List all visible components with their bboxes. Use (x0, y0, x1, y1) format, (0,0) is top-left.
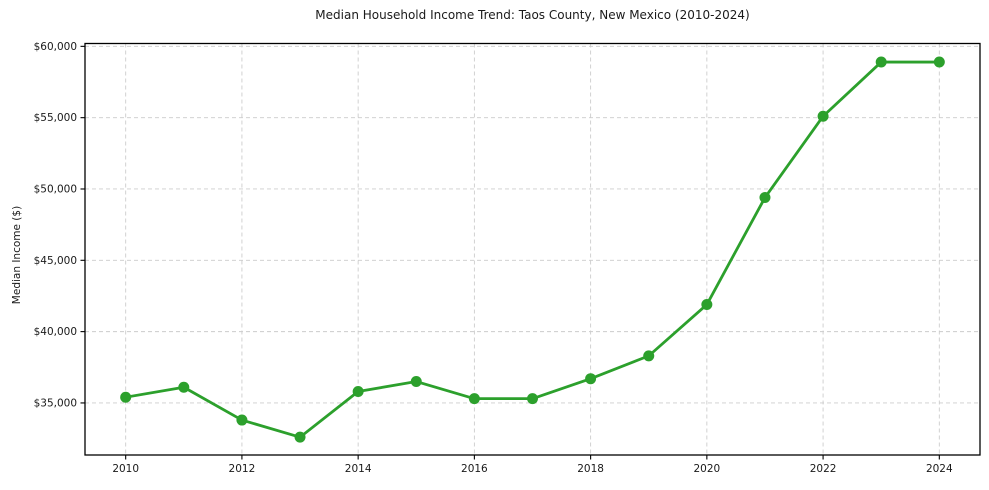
data-point-marker (352, 386, 364, 398)
trend-line (124, 60, 941, 439)
x-tick-label: 2016 (461, 463, 488, 475)
data-point-marker (643, 350, 655, 362)
y-tick-label: $35,000 (34, 397, 77, 409)
data-point-marker (120, 391, 132, 403)
x-tick-label: 2012 (229, 463, 256, 475)
x-tick-label: 2010 (112, 463, 139, 475)
chart-title: Median Household Income Trend: Taos Coun… (315, 8, 750, 22)
data-point-marker (759, 192, 771, 204)
y-tick-label: $40,000 (34, 326, 77, 338)
y-tick-label: $60,000 (34, 41, 77, 53)
data-point-marker (701, 299, 713, 311)
x-tick-label: 2014 (345, 463, 372, 475)
data-point-marker (468, 393, 480, 405)
data-point-marker (236, 414, 248, 426)
y-tick-label: $50,000 (34, 183, 77, 195)
x-tick-label: 2020 (693, 463, 720, 475)
data-point-marker (294, 431, 306, 443)
data-point-marker (875, 56, 887, 68)
y-tick-label: $45,000 (34, 255, 77, 267)
y-tick-label: $55,000 (34, 112, 77, 124)
data-point-marker (933, 56, 945, 68)
data-point-marker (410, 376, 422, 388)
data-point-marker (178, 381, 190, 393)
data-point-marker (527, 393, 538, 405)
x-tick-label: 2022 (810, 463, 837, 475)
y-axis-label: Median Income ($) (11, 205, 23, 305)
data-point-marker (585, 373, 597, 385)
x-tick-label: 2018 (577, 463, 604, 475)
data-point-marker (817, 110, 829, 122)
plot-frame (84, 42, 981, 456)
x-tick-label: 2024 (926, 463, 953, 475)
